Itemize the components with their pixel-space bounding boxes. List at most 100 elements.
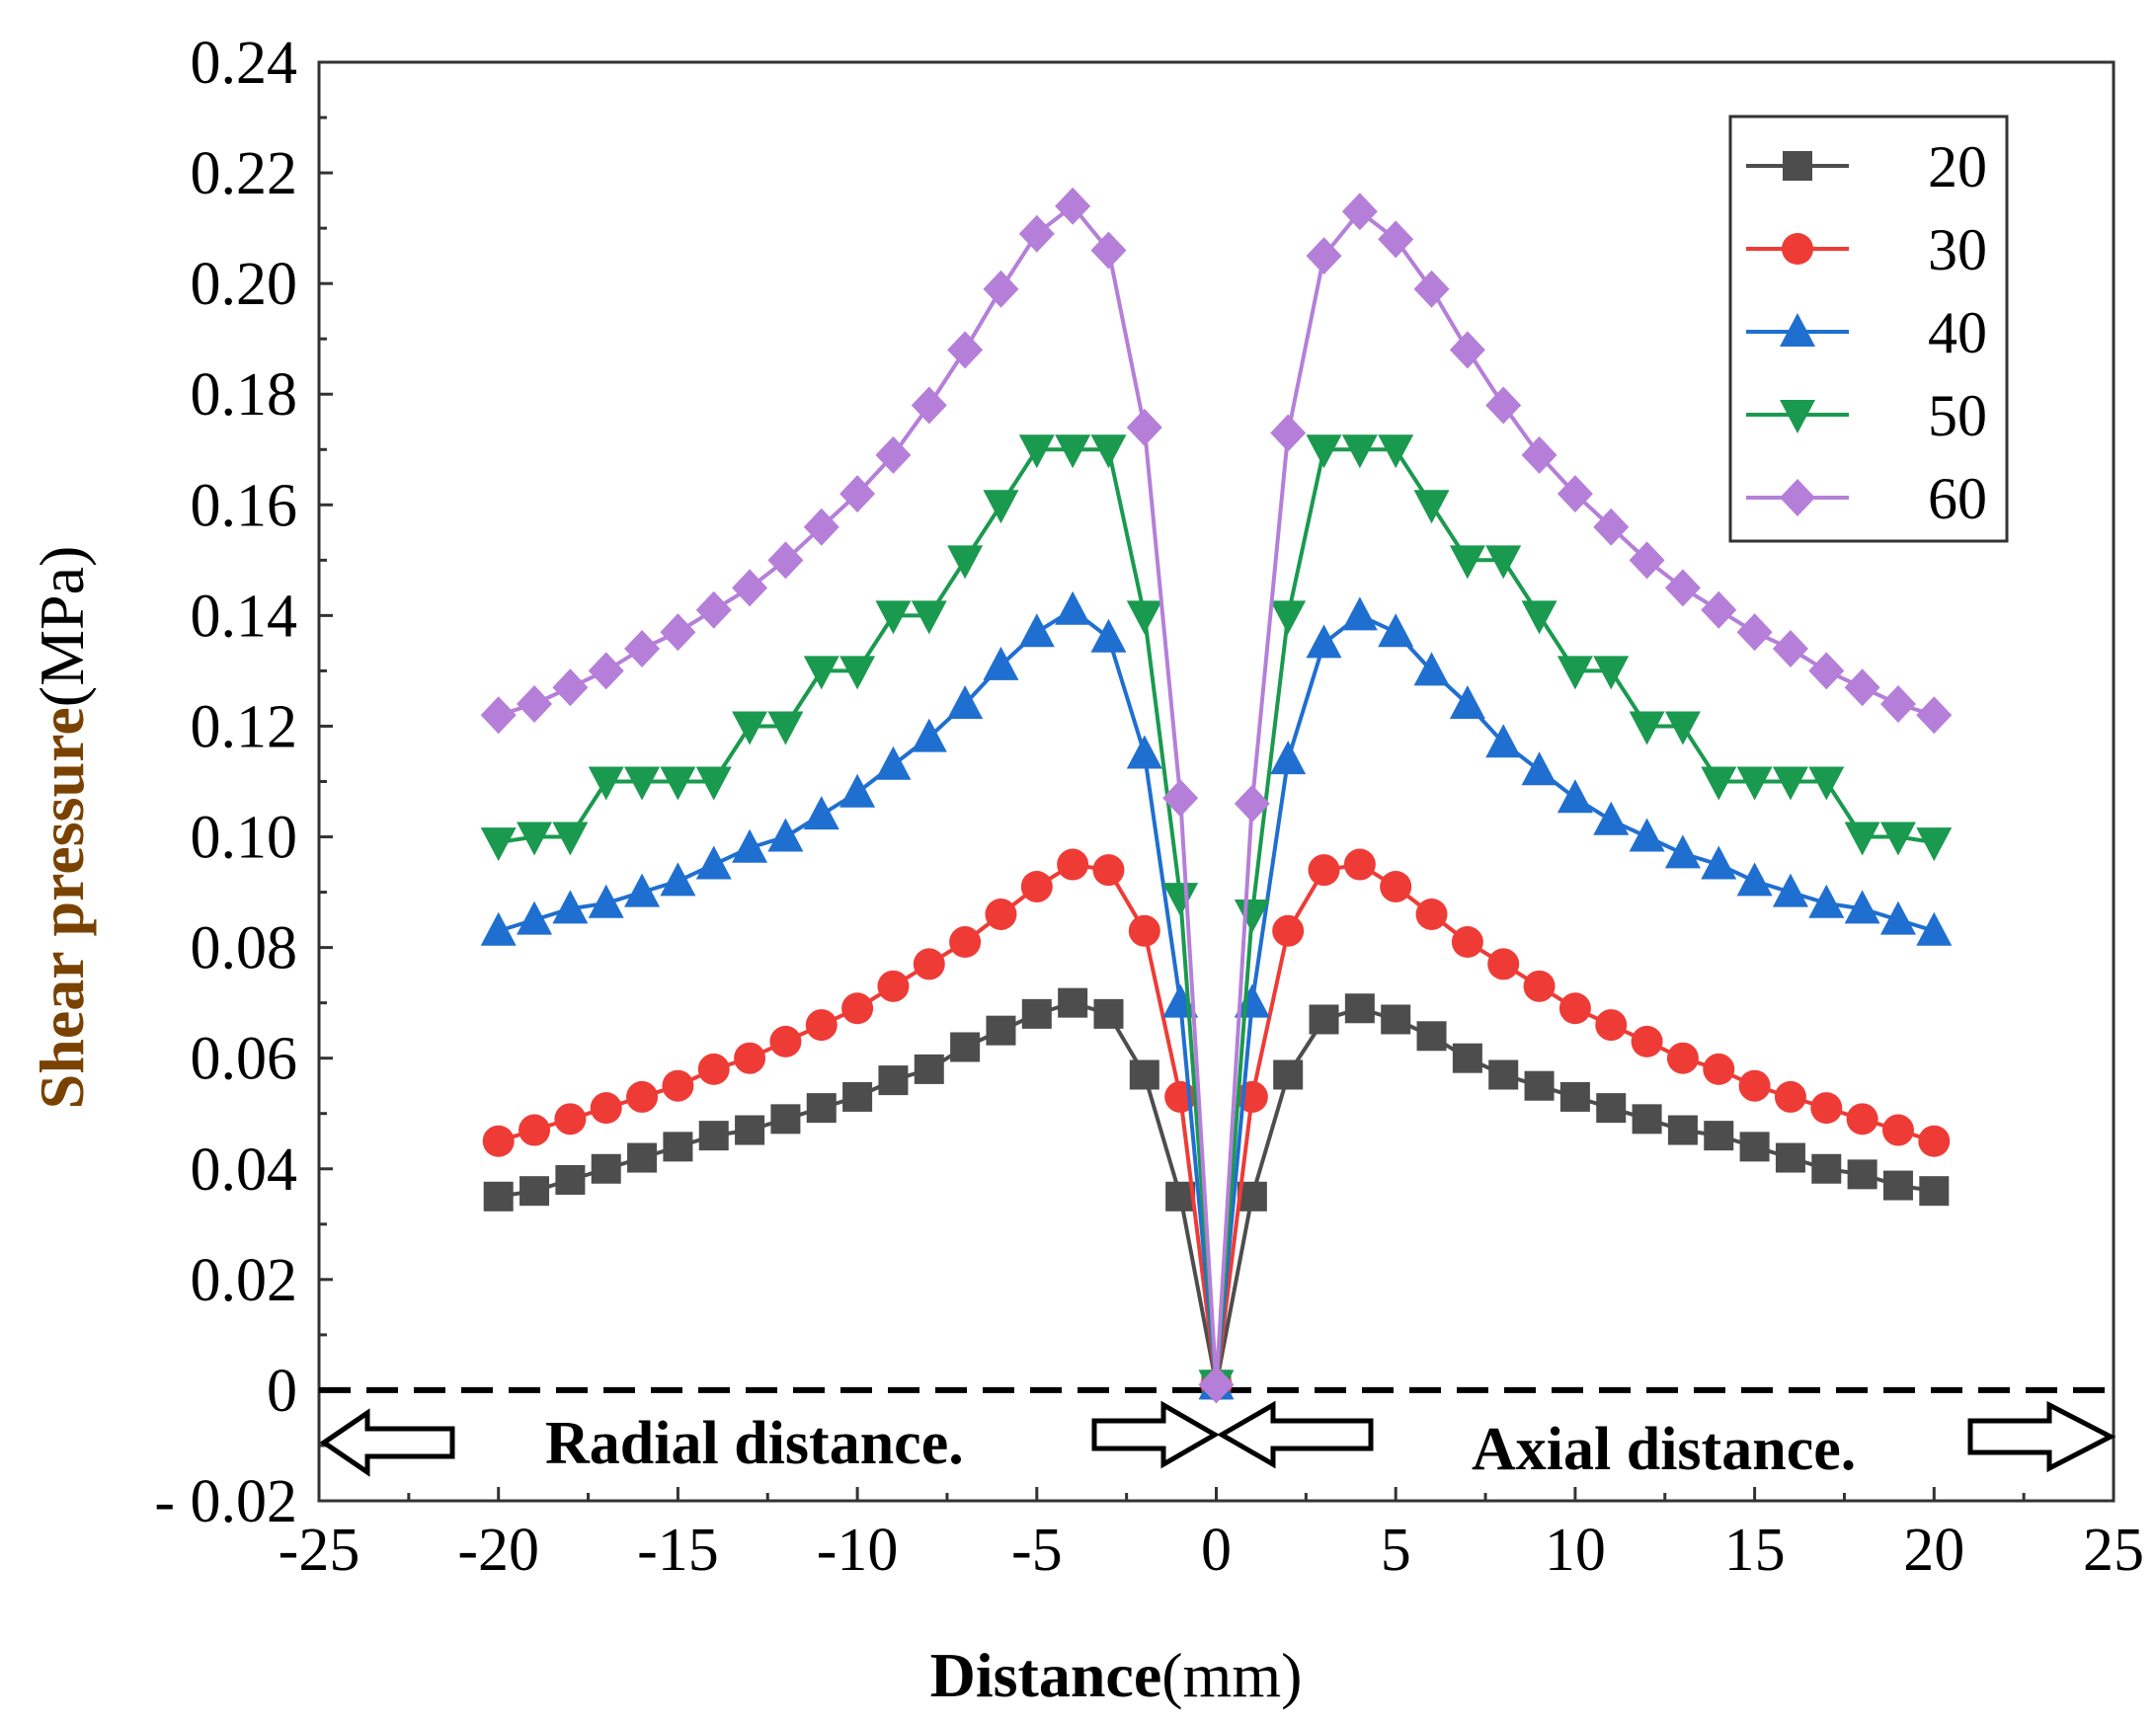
x-tick-label: 20 (1903, 1517, 1964, 1584)
data-point (1309, 1004, 1339, 1035)
data-point (626, 1080, 659, 1113)
legend-label: 60 (1928, 466, 1987, 531)
radial-center-arrow (1091, 1400, 1221, 1469)
data-point (1557, 475, 1593, 513)
data-point (1524, 1070, 1555, 1101)
data-point (1844, 668, 1880, 707)
data-point (1449, 685, 1485, 720)
data-point (1093, 998, 1124, 1029)
data-point (480, 911, 517, 946)
y-tick-label: 0.24 (191, 30, 298, 97)
data-point (1449, 331, 1485, 369)
right-edge-arrow (1967, 1400, 2116, 1473)
data-point (698, 1121, 729, 1151)
data-point (1018, 214, 1055, 253)
y-tick-label: 0.14 (191, 583, 298, 650)
data-point (878, 1065, 909, 1096)
data-point (947, 331, 984, 369)
data-point (1234, 899, 1270, 933)
data-point (1847, 1159, 1877, 1190)
data-point (1485, 545, 1522, 580)
data-point (1415, 898, 1448, 930)
data-point (1413, 652, 1450, 686)
data-point (1701, 845, 1737, 880)
data-point (552, 668, 589, 707)
data-point (555, 1164, 586, 1195)
data-point (1780, 479, 1815, 516)
data-point (662, 1069, 694, 1102)
data-point (1593, 801, 1630, 835)
y-tick-label: 0.20 (191, 251, 298, 318)
data-point (1198, 1366, 1235, 1404)
data-point (1881, 1114, 1914, 1146)
data-point (1270, 600, 1307, 635)
legend-item-40: 40 (1746, 300, 1987, 365)
data-point (1780, 313, 1815, 347)
data-point (732, 711, 768, 745)
data-point (1782, 233, 1813, 265)
legend-box (1728, 115, 2009, 543)
data-point (1916, 696, 1953, 735)
y-tick-label: 0.04 (191, 1136, 298, 1204)
data-point (1128, 914, 1160, 947)
data-point (911, 386, 947, 425)
data-point (1916, 827, 1953, 862)
data-point (1780, 400, 1815, 433)
data-point (1521, 600, 1557, 635)
data-point (1090, 618, 1127, 653)
y-tick-label: 0.02 (191, 1247, 298, 1314)
data-point (1808, 652, 1845, 690)
data-point (875, 435, 912, 474)
legend-item-60: 60 (1746, 466, 1987, 531)
data-point (627, 1142, 658, 1173)
data-point (914, 1054, 944, 1084)
data-point (554, 1103, 587, 1135)
data-point (947, 685, 984, 720)
data-point (1772, 630, 1808, 668)
axial-center-arrow (1216, 1400, 1374, 1469)
y-axis-title-main: Shear pressure (27, 707, 97, 1109)
data-point (985, 898, 1017, 930)
y-axis-title-unit: (MPa) (27, 546, 97, 708)
data-point (769, 1025, 802, 1057)
y-tick-label: 0.18 (191, 361, 298, 429)
data-point (1270, 414, 1307, 452)
data-point (1381, 1004, 1411, 1035)
data-point (519, 1114, 551, 1146)
data-point (1844, 822, 1880, 856)
y-tick-label: 0.16 (191, 472, 298, 539)
data-point (695, 845, 732, 880)
data-point (1783, 151, 1812, 181)
data-point (1449, 545, 1485, 580)
data-point (732, 828, 768, 863)
data-point (552, 890, 589, 924)
legend-label: 40 (1928, 300, 1987, 365)
data-point (1916, 911, 1953, 946)
data-point (1058, 987, 1088, 1018)
data-point (1772, 766, 1808, 801)
data-point (697, 1053, 730, 1085)
data-point (805, 1009, 838, 1042)
data-point (1664, 834, 1701, 869)
data-point (1272, 914, 1305, 947)
data-point (1596, 1093, 1627, 1124)
data-point (1738, 1069, 1771, 1102)
x-tick-label: -20 (457, 1517, 539, 1584)
data-point (1488, 1059, 1519, 1090)
data-point (1055, 434, 1091, 469)
data-point (947, 545, 984, 580)
data-point (1919, 1176, 1950, 1207)
x-tick-label: 15 (1724, 1517, 1786, 1584)
data-point (1701, 590, 1737, 629)
series-30 (482, 848, 1951, 1401)
y-tick-label: 0 (267, 1358, 297, 1425)
data-point (1629, 818, 1665, 852)
data-point (983, 270, 1019, 308)
data-point (1739, 1132, 1770, 1162)
data-point (1126, 600, 1162, 635)
data-point (911, 600, 947, 635)
data-point (839, 656, 876, 690)
data-point (1595, 1009, 1628, 1042)
data-point (911, 718, 947, 752)
data-point (1772, 873, 1808, 907)
